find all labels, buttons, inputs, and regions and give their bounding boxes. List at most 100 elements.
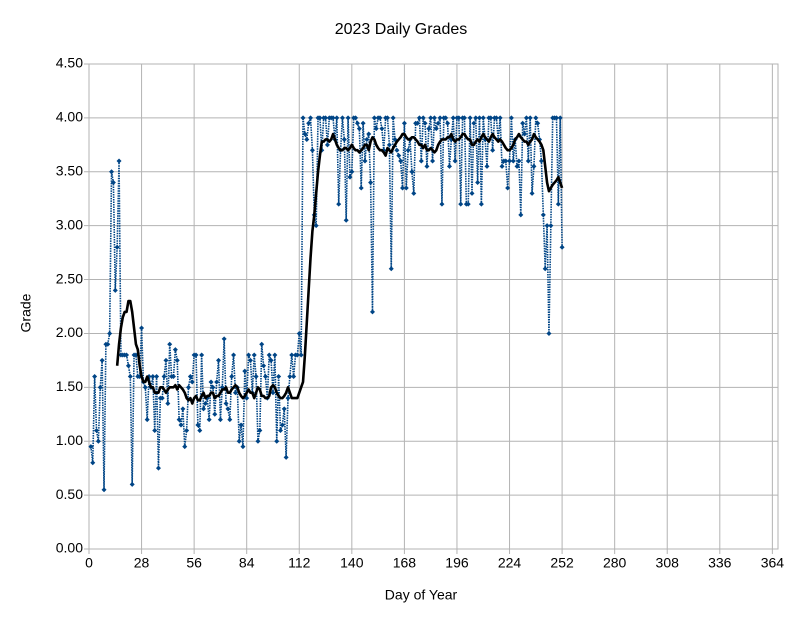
data-point [229,374,235,380]
data-point [142,384,148,390]
data-point [499,163,505,169]
data-point [508,115,514,121]
data-point [231,352,237,358]
data-point [184,427,190,433]
data-point [124,352,130,358]
data-point [172,347,178,353]
data-point [298,352,304,358]
data-point [300,115,306,121]
data-point [497,115,503,121]
data-point [144,417,150,423]
data-point [341,136,347,142]
data-point [129,481,135,487]
data-point [415,120,421,126]
data-point [439,201,445,207]
data-point [309,147,315,153]
data-point [251,352,257,358]
data-point [266,352,272,358]
data-point [385,115,391,121]
x-tick-label: 364 [761,555,785,571]
data-point [272,352,278,358]
data-point [409,169,415,175]
data-point [475,180,481,186]
data-point [240,444,246,450]
data-point [523,115,529,121]
data-point [127,374,133,380]
data-point [405,147,411,153]
data-point [304,136,310,142]
data-point [112,287,118,293]
data-point [411,190,417,196]
y-tick-label: 0.50 [56,486,83,502]
data-point [155,465,161,471]
data-point [221,336,227,342]
data-point [461,115,467,121]
data-point [430,158,436,164]
data-point [253,374,259,380]
data-point [109,169,115,175]
data-point [268,357,274,363]
data-point [458,201,464,207]
data-point [227,417,233,423]
data-point [125,363,131,369]
data-point [394,147,400,153]
data-point [456,115,462,121]
data-point [452,158,458,164]
data-point [291,374,297,380]
data-point [450,115,456,121]
x-tick-label: 0 [85,555,93,571]
data-point [334,115,340,121]
data-point [400,185,406,191]
data-point [542,266,548,272]
x-tick-label: 140 [340,555,364,571]
data-point [418,158,424,164]
data-point [214,379,220,385]
series-line [90,117,563,491]
data-point [426,126,432,132]
x-tick-label: 112 [288,555,311,571]
data-point [197,427,203,433]
y-tick-label: 4.00 [56,109,83,125]
data-point [503,158,509,164]
data-point [92,374,98,380]
x-tick-label: 168 [393,555,417,571]
data-point [371,115,377,121]
data-point [473,115,479,121]
data-point [225,406,231,412]
x-tick-label: 308 [656,555,680,571]
data-point [97,384,103,390]
data-point [431,115,437,121]
data-point [289,352,295,358]
data-point [195,422,201,428]
data-point [559,244,565,250]
data-point [306,120,312,126]
data-point [189,379,195,385]
data-point [101,487,107,493]
data-point [262,374,268,380]
data-point [317,115,323,121]
data-point [531,163,537,169]
data-point [180,406,186,412]
data-point [110,180,116,186]
plot-area [88,63,779,550]
data-point [281,406,287,412]
data-point [386,142,392,148]
data-point [522,131,528,137]
x-tick-label: 84 [239,555,255,571]
data-point [510,158,516,164]
data-point [396,153,402,159]
data-point [416,115,422,121]
data-point [114,244,120,250]
data-point [525,158,531,164]
data-point [308,115,314,121]
data-point [443,115,449,121]
data-point [246,352,252,358]
data-point [484,163,490,169]
data-point [401,120,407,126]
data-point [330,115,336,121]
data-point [388,266,394,272]
data-point [95,438,101,444]
data-point [353,115,359,121]
data-point [313,223,319,229]
data-point [165,401,171,406]
